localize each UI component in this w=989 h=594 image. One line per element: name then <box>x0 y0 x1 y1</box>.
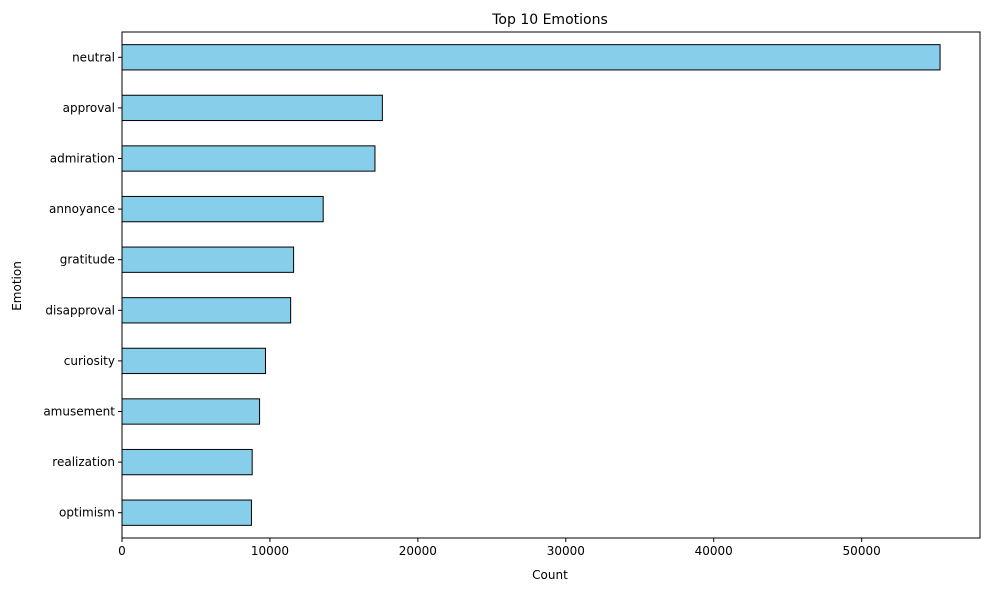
chart-title: Top 10 Emotions <box>491 12 608 28</box>
bar-admiration <box>121 145 376 172</box>
x-tick-label-20000: 20000 <box>399 544 437 558</box>
axes-layer: neutral approval admiration annoyance gratit… <box>43 31 981 558</box>
bar-gratitude <box>121 246 295 273</box>
y-tick-label-realization: realization <box>52 455 115 469</box>
y-tick-label-curiosity: curiosity <box>64 354 115 368</box>
y-tick-label-neutral: neutral <box>72 50 115 64</box>
y-tick-label-annoyance: annoyance <box>49 202 115 216</box>
bar-approval <box>121 94 383 122</box>
bar-amusement <box>121 398 261 425</box>
bar-realization <box>121 448 253 476</box>
plot-frame <box>121 31 981 539</box>
y-tick-label-approval: approval <box>63 101 115 115</box>
bar-disapproval <box>121 297 292 324</box>
bars-layer <box>121 44 941 526</box>
y-tick-label-admiration: admiration <box>50 152 115 166</box>
y-tick-label-disapproval: disapproval <box>45 303 115 317</box>
x-tick-label-0: 0 <box>118 544 126 558</box>
bar-neutral <box>121 44 941 71</box>
y-tick-label-optimism: optimism <box>59 506 115 520</box>
x-tick-label-30000: 30000 <box>547 544 585 558</box>
bar-annoyance <box>121 195 324 223</box>
x-axis-label: Count <box>532 568 568 582</box>
y-tick-label-gratitude: gratitude <box>60 253 115 267</box>
x-tick-label-10000: 10000 <box>251 544 289 558</box>
x-tick-label-40000: 40000 <box>695 544 733 558</box>
bar-curiosity <box>121 347 266 375</box>
y-tick-label-amusement: amusement <box>43 405 115 419</box>
x-tick-label-50000: 50000 <box>843 544 881 558</box>
bar-optimism <box>121 499 252 526</box>
y-axis-label: Emotion <box>10 261 24 311</box>
